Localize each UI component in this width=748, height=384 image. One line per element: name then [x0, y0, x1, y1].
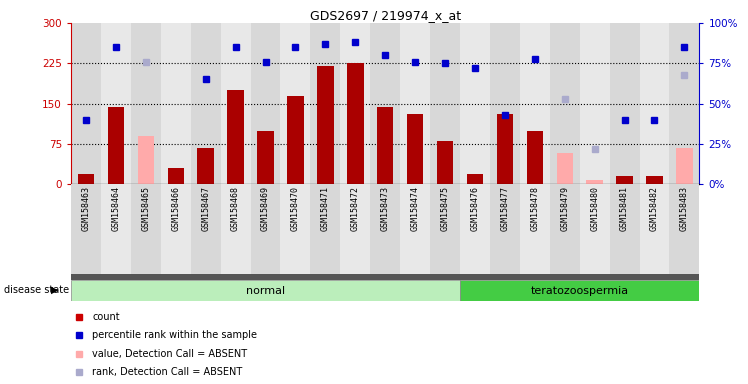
Bar [460, 23, 490, 184]
Bar [430, 23, 460, 184]
Bar [400, 184, 430, 275]
Bar [317, 66, 334, 184]
Bar [676, 148, 693, 184]
Bar [280, 23, 310, 184]
Text: GSM158468: GSM158468 [231, 186, 240, 231]
Bar [251, 184, 280, 275]
Bar [490, 184, 520, 275]
Bar [616, 176, 633, 184]
Bar [497, 114, 513, 184]
Text: GSM158464: GSM158464 [111, 186, 120, 231]
Bar [527, 131, 543, 184]
Bar [586, 180, 603, 184]
Bar [197, 148, 214, 184]
Bar [460, 280, 699, 301]
Text: GSM158474: GSM158474 [411, 186, 420, 231]
Text: teratozoospermia: teratozoospermia [530, 286, 629, 296]
Text: GSM158469: GSM158469 [261, 186, 270, 231]
Bar [71, 280, 460, 301]
Bar [460, 184, 490, 275]
Bar [108, 108, 124, 184]
Bar [669, 184, 699, 275]
Text: disease state: disease state [4, 285, 69, 295]
Text: GSM158479: GSM158479 [560, 186, 569, 231]
Bar [407, 114, 423, 184]
Text: GSM158481: GSM158481 [620, 186, 629, 231]
Bar [161, 23, 191, 184]
Bar [131, 184, 161, 275]
Bar [340, 184, 370, 275]
Text: GSM158463: GSM158463 [82, 186, 91, 231]
Bar [550, 23, 580, 184]
Bar [221, 23, 251, 184]
Bar [131, 23, 161, 184]
Text: GSM158480: GSM158480 [590, 186, 599, 231]
Text: GSM158472: GSM158472 [351, 186, 360, 231]
Bar [71, 23, 101, 184]
Bar [221, 184, 251, 275]
Text: GSM158476: GSM158476 [470, 186, 479, 231]
Text: GSM158483: GSM158483 [680, 186, 689, 231]
Bar [580, 184, 610, 275]
Bar [400, 23, 430, 184]
Text: ▶: ▶ [51, 285, 58, 295]
Bar [257, 131, 274, 184]
Bar [340, 23, 370, 184]
Text: GSM158467: GSM158467 [201, 186, 210, 231]
Text: GSM158466: GSM158466 [171, 186, 180, 231]
Bar [640, 23, 669, 184]
Bar [101, 23, 131, 184]
Bar [191, 23, 221, 184]
Bar [280, 184, 310, 275]
Bar [168, 168, 184, 184]
Text: GSM158465: GSM158465 [141, 186, 150, 231]
Title: GDS2697 / 219974_x_at: GDS2697 / 219974_x_at [310, 9, 461, 22]
Text: GSM158471: GSM158471 [321, 186, 330, 231]
Bar [490, 23, 520, 184]
Bar [437, 141, 453, 184]
Bar [78, 174, 94, 184]
Bar [370, 23, 400, 184]
Bar [227, 90, 244, 184]
Bar [101, 184, 131, 275]
Bar [347, 63, 364, 184]
Bar [610, 23, 640, 184]
Text: normal: normal [246, 286, 285, 296]
Text: GSM158477: GSM158477 [500, 186, 509, 231]
Bar [610, 184, 640, 275]
Text: rank, Detection Call = ABSENT: rank, Detection Call = ABSENT [92, 367, 242, 377]
Bar [71, 274, 699, 280]
Text: GSM158473: GSM158473 [381, 186, 390, 231]
Bar [161, 184, 191, 275]
Bar [557, 153, 573, 184]
Bar [467, 174, 483, 184]
Text: GSM158470: GSM158470 [291, 186, 300, 231]
Bar [646, 176, 663, 184]
Bar [520, 184, 550, 275]
Bar [550, 184, 580, 275]
Bar [310, 23, 340, 184]
Bar [669, 23, 699, 184]
Text: count: count [92, 312, 120, 322]
Bar [370, 184, 400, 275]
Text: percentile rank within the sample: percentile rank within the sample [92, 330, 257, 340]
Bar [251, 23, 280, 184]
Bar [580, 23, 610, 184]
Bar [640, 184, 669, 275]
Bar [191, 184, 221, 275]
Text: GSM158478: GSM158478 [530, 186, 539, 231]
Text: GSM158482: GSM158482 [650, 186, 659, 231]
Bar [310, 184, 340, 275]
Bar [287, 96, 304, 184]
Bar [377, 108, 393, 184]
Bar [71, 184, 101, 275]
Bar [520, 23, 550, 184]
Bar [138, 136, 154, 184]
Bar [430, 184, 460, 275]
Text: GSM158475: GSM158475 [441, 186, 450, 231]
Text: value, Detection Call = ABSENT: value, Detection Call = ABSENT [92, 349, 247, 359]
